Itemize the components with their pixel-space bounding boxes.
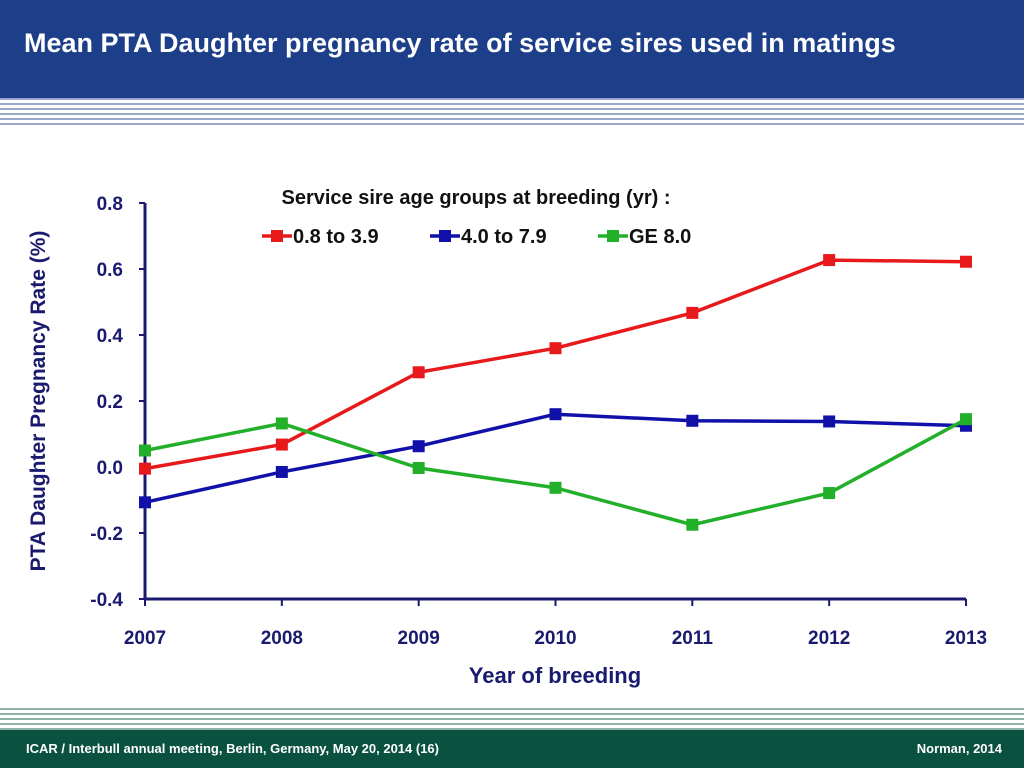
footer-bar: ICAR / Interbull annual meeting, Berlin,…	[0, 730, 1024, 768]
y-tick-label: 0.4	[97, 326, 124, 347]
y-tick-label: 0.0	[97, 458, 123, 479]
footer-stripe-divider	[0, 708, 1024, 730]
data-point-s2-5	[823, 487, 836, 500]
series-line-0	[144, 258, 967, 471]
header-stripe-divider	[0, 98, 1024, 126]
legend-swatch-marker-2	[607, 230, 619, 242]
data-point-s2-2	[412, 461, 425, 474]
data-point-s1-3	[549, 408, 562, 421]
y-axis-title: PTA Daughter Pregnancy Rate (%)	[27, 231, 50, 572]
data-point-s2-3	[549, 481, 562, 494]
data-point-s2-6	[960, 413, 972, 426]
data-point-s0-0	[139, 462, 151, 475]
x-tick-label: 2012	[808, 628, 850, 649]
footer-citation: ICAR / Interbull annual meeting, Berlin,…	[26, 741, 439, 756]
legend-label-1: 4.0 to 7.9	[461, 226, 547, 248]
y-tick-label: 0.8	[97, 194, 123, 215]
legend-swatch-marker-0	[271, 230, 283, 242]
y-tick-label: 0.6	[97, 260, 123, 281]
data-point-s0-5	[823, 254, 836, 267]
data-point-s2-1	[275, 417, 288, 430]
y-tick-label: 0.2	[97, 392, 123, 413]
data-point-s2-0	[139, 444, 151, 457]
series-line-2	[144, 417, 967, 527]
data-point-s0-2	[412, 366, 425, 379]
data-point-s1-0	[139, 496, 151, 509]
x-tick-label: 2013	[945, 628, 987, 649]
x-tick-label: 2007	[124, 628, 166, 649]
slide-title: Mean PTA Daughter pregnancy rate of serv…	[24, 28, 896, 58]
footer-author: Norman, 2014	[916, 741, 1002, 756]
data-point-s0-3	[549, 342, 562, 355]
data-point-s1-1	[275, 465, 288, 478]
data-point-s0-4	[686, 306, 699, 319]
x-tick-label: 2010	[534, 628, 576, 649]
data-point-s0-1	[275, 438, 288, 451]
data-point-s2-4	[686, 518, 699, 531]
title-bar: Mean PTA Daughter pregnancy rate of serv…	[0, 0, 1024, 98]
x-axis-title: Year of breeding	[469, 663, 641, 688]
y-tick-label: -0.2	[90, 524, 123, 545]
x-tick-label: 2008	[261, 628, 303, 649]
legend-swatch-marker-1	[439, 230, 451, 242]
data-point-s0-6	[960, 255, 972, 268]
data-point-s1-4	[686, 414, 699, 427]
y-tick-label: -0.4	[90, 590, 123, 611]
legend-label-0: 0.8 to 3.9	[293, 226, 379, 248]
data-point-s1-5	[823, 415, 836, 428]
x-tick-label: 2011	[672, 628, 714, 649]
legend-title: Service sire age groups at breeding (yr)…	[281, 187, 670, 209]
legend-label-2: GE 8.0	[629, 226, 691, 248]
data-point-s1-2	[412, 440, 425, 453]
line-chart: -0.4 -0.2 0.0 0.2 0.4 0.6 0.8 2007 2008 2009 2010 2…	[27, 187, 987, 688]
x-tick-label: 2009	[398, 628, 440, 649]
